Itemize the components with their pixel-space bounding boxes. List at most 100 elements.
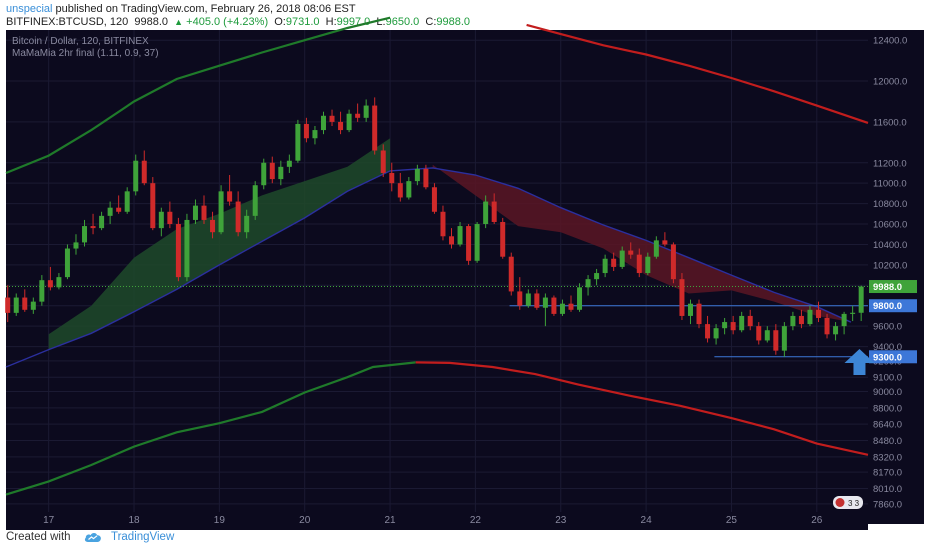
price-axis[interactable]	[868, 30, 924, 524]
candle	[372, 97, 378, 155]
mid-line-line	[5, 167, 852, 368]
y-tick-label: 9100.0	[873, 373, 902, 384]
candle	[636, 248, 642, 278]
candle	[64, 244, 70, 280]
upper-band-line	[5, 16, 391, 175]
candle	[696, 299, 702, 329]
candle	[184, 213, 190, 282]
y-tick-label: 8320.0	[873, 452, 902, 463]
svg-text:3 3: 3 3	[848, 499, 860, 508]
candle	[235, 191, 241, 237]
candle	[559, 299, 565, 316]
x-tick-label: 23	[555, 515, 567, 526]
candle	[466, 224, 472, 265]
x-tick-label: 24	[641, 515, 653, 526]
candle	[133, 154, 139, 196]
candle	[22, 289, 28, 312]
last-price: 9988.0	[134, 16, 169, 28]
price-label-9988: 9988.0	[869, 280, 917, 294]
candle	[13, 293, 19, 316]
author-link[interactable]: unspecial	[6, 3, 53, 15]
open-label: O:	[274, 16, 286, 28]
candle	[431, 183, 437, 214]
candle	[346, 109, 352, 133]
series-legend: Bitcoin / Dollar, 120, BITFINEX	[12, 36, 149, 47]
candle	[363, 99, 369, 122]
time-axis[interactable]	[6, 512, 868, 530]
candle	[850, 305, 856, 322]
y-tick-label: 8010.0	[873, 484, 902, 495]
candle	[611, 252, 617, 271]
close-label: C:	[425, 16, 437, 28]
candle	[841, 311, 847, 335]
candle	[525, 289, 531, 308]
candle	[457, 221, 463, 247]
candle	[773, 324, 779, 355]
candle	[739, 311, 745, 333]
candle	[628, 242, 634, 259]
candle	[329, 109, 335, 126]
svg-text:9300.0: 9300.0	[873, 352, 902, 363]
candle	[355, 103, 361, 122]
candle	[730, 315, 736, 335]
candle	[338, 111, 344, 135]
candle	[705, 315, 711, 343]
price-chart[interactable]: 7860.0 8010.0 8170.0 8320.0 8480.0 8640.0 8800…	[0, 0, 932, 530]
candle	[781, 322, 787, 357]
tradingview-brand[interactable]: TradingView	[110, 531, 175, 544]
candle	[261, 158, 267, 190]
y-tick-label: 7860.0	[873, 499, 902, 510]
candle	[833, 322, 839, 341]
candle	[167, 201, 173, 229]
x-tick-label: 22	[470, 515, 482, 526]
low-value: 9650.0	[385, 16, 420, 28]
candle	[286, 154, 292, 173]
candle	[594, 268, 600, 286]
symbol-label: BITFINEX:BTCUSD, 120	[6, 16, 129, 28]
candle	[824, 313, 830, 339]
candle	[30, 297, 36, 314]
y-tick-label: 9400.0	[873, 342, 902, 353]
up-arrow-icon	[844, 348, 875, 375]
candle	[210, 211, 216, 239]
up-triangle-icon: ▲	[174, 17, 184, 27]
low-label: L:	[376, 16, 386, 28]
candle	[568, 295, 574, 312]
candle	[508, 252, 514, 296]
candle	[542, 293, 548, 327]
candle	[201, 195, 207, 225]
candle	[858, 285, 864, 322]
candle	[619, 246, 625, 269]
candle	[449, 228, 455, 249]
x-tick-label: 25	[726, 515, 738, 526]
candle	[585, 275, 591, 296]
price-label-9300: 9300.0	[869, 350, 917, 364]
y-tick-label: 10400.0	[873, 240, 907, 251]
candle	[653, 236, 659, 259]
candle	[397, 172, 403, 202]
candle	[175, 217, 181, 282]
candle	[269, 156, 275, 184]
price-label-9800: 9800.0	[869, 299, 917, 313]
y-tick-label: 8480.0	[873, 436, 902, 447]
candle	[670, 242, 676, 284]
candle	[192, 199, 198, 225]
candle	[483, 195, 489, 229]
footer: Created with TradingView	[6, 531, 174, 543]
candle	[440, 205, 446, 241]
candle	[107, 201, 113, 225]
candle	[602, 254, 608, 278]
red-cloud-fill	[432, 164, 851, 323]
candle	[218, 185, 224, 235]
svg-text:9800.0: 9800.0	[873, 301, 902, 312]
change-value: +405.0 (+4.23%)	[186, 16, 269, 28]
candle	[47, 266, 53, 291]
y-tick-label: 10200.0	[873, 260, 907, 271]
y-tick-label: 8640.0	[873, 420, 902, 431]
x-tick-label: 21	[384, 515, 396, 526]
candle	[423, 164, 429, 190]
candle	[406, 177, 412, 200]
y-tick-label: 9000.0	[873, 387, 902, 398]
y-tick-label: 8800.0	[873, 403, 902, 414]
y-tick-label: 10600.0	[873, 220, 907, 231]
